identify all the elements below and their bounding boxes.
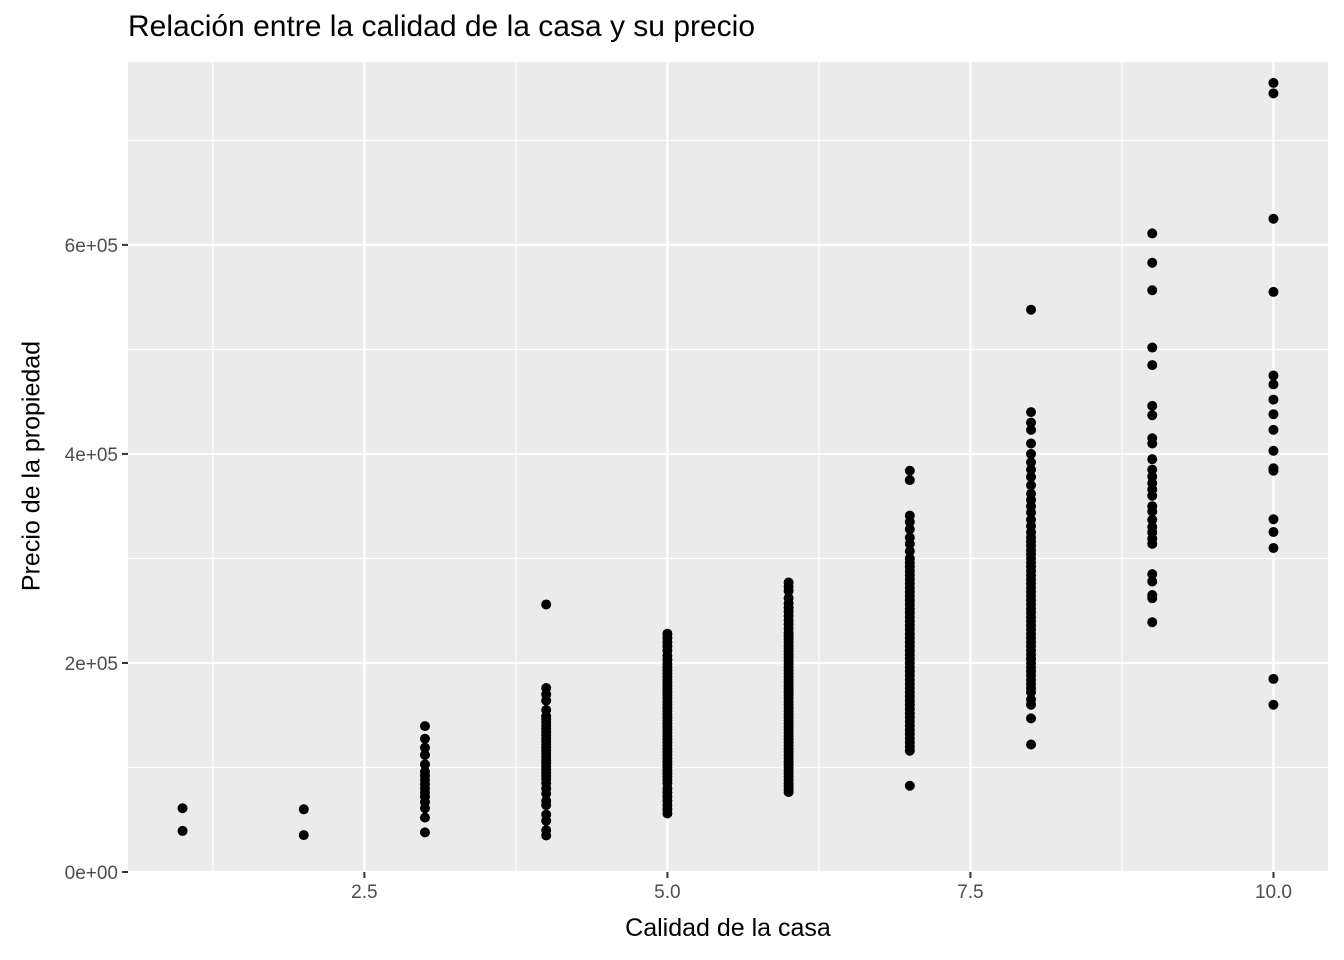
data-point — [419, 721, 430, 732]
data-point — [1147, 257, 1158, 268]
data-point — [1147, 569, 1158, 580]
data-point — [1268, 527, 1279, 538]
data-point — [904, 538, 915, 549]
data-point — [1026, 699, 1037, 710]
data-point — [1268, 77, 1279, 88]
data-point — [1147, 400, 1158, 411]
axis-ticks: 2.5 5.0 7.5 10.0 0e+00 2e+05 4e+05 6e+05 — [65, 236, 1292, 903]
x-tick-label: 5.0 — [654, 882, 680, 903]
data-point — [1026, 417, 1037, 428]
data-point — [1026, 471, 1037, 482]
data-point — [298, 804, 309, 815]
data-point — [1147, 342, 1158, 353]
data-point — [1268, 286, 1279, 297]
data-point — [1268, 424, 1279, 435]
data-point — [541, 830, 552, 841]
data-point — [1147, 285, 1158, 296]
data-point — [1026, 407, 1037, 418]
data-point — [1268, 409, 1279, 420]
data-point — [904, 745, 915, 756]
data-point — [662, 808, 673, 819]
data-point — [177, 825, 188, 836]
x-tick-label: 10.0 — [1255, 882, 1292, 903]
data-point — [541, 815, 552, 826]
data-point — [1268, 543, 1279, 553]
data-point — [1026, 457, 1037, 468]
data-points — [177, 77, 1279, 841]
data-point — [541, 599, 552, 610]
data-point — [419, 759, 430, 770]
y-tick-label: 2e+05 — [65, 654, 118, 675]
data-point — [541, 800, 552, 811]
x-axis-title: Calidad de la casa — [625, 914, 831, 942]
data-point — [1147, 454, 1158, 465]
x-tick-label: 7.5 — [957, 882, 983, 903]
data-point — [1026, 304, 1037, 315]
data-point — [904, 546, 915, 557]
data-point — [177, 803, 188, 814]
plot-panel — [128, 62, 1328, 872]
data-point — [904, 475, 915, 486]
data-point — [1026, 438, 1037, 449]
data-point — [1147, 593, 1158, 604]
data-point — [1268, 370, 1279, 381]
data-point — [1026, 713, 1037, 724]
data-point — [1026, 480, 1037, 491]
data-point — [904, 465, 915, 476]
data-point — [1268, 88, 1279, 99]
data-point — [1026, 424, 1037, 435]
data-point — [541, 788, 552, 799]
data-point — [1147, 360, 1158, 371]
y-tick-label: 0e+00 — [65, 863, 118, 884]
data-point — [1268, 379, 1279, 390]
data-point — [541, 695, 552, 706]
data-point — [1147, 228, 1158, 239]
data-point — [419, 812, 430, 823]
data-point — [419, 733, 430, 744]
data-point — [1147, 490, 1158, 501]
data-point — [419, 749, 430, 760]
data-point — [1268, 213, 1279, 224]
data-point — [1268, 699, 1279, 710]
y-tick-label: 4e+05 — [65, 445, 118, 466]
y-axis-title: Precio de la propiedad — [17, 340, 46, 592]
data-point — [298, 830, 309, 841]
data-point — [783, 585, 794, 596]
data-point — [419, 742, 430, 753]
data-point — [1026, 687, 1037, 698]
data-point — [904, 780, 915, 791]
data-point — [1268, 673, 1279, 684]
data-point — [1026, 739, 1037, 750]
data-point — [1147, 410, 1158, 421]
data-point — [1268, 465, 1279, 476]
data-point — [1147, 576, 1158, 587]
data-point — [904, 516, 915, 527]
data-point — [1147, 506, 1158, 517]
data-point — [1268, 445, 1279, 456]
chart-title: Relación entre la calidad de la casa y s… — [128, 10, 756, 43]
y-tick-label: 6e+05 — [65, 236, 118, 257]
data-point — [1147, 514, 1158, 525]
data-point — [1268, 394, 1279, 405]
data-point — [1147, 538, 1158, 549]
x-tick-label: 2.5 — [351, 882, 377, 903]
data-point — [1026, 464, 1037, 475]
data-point — [1268, 514, 1279, 525]
data-point — [419, 803, 430, 814]
data-point — [1026, 448, 1037, 459]
data-point — [1026, 507, 1037, 518]
data-point — [1147, 438, 1158, 449]
data-point — [783, 787, 794, 798]
data-point — [419, 827, 430, 838]
data-point — [1147, 617, 1158, 628]
data-point — [904, 524, 915, 535]
